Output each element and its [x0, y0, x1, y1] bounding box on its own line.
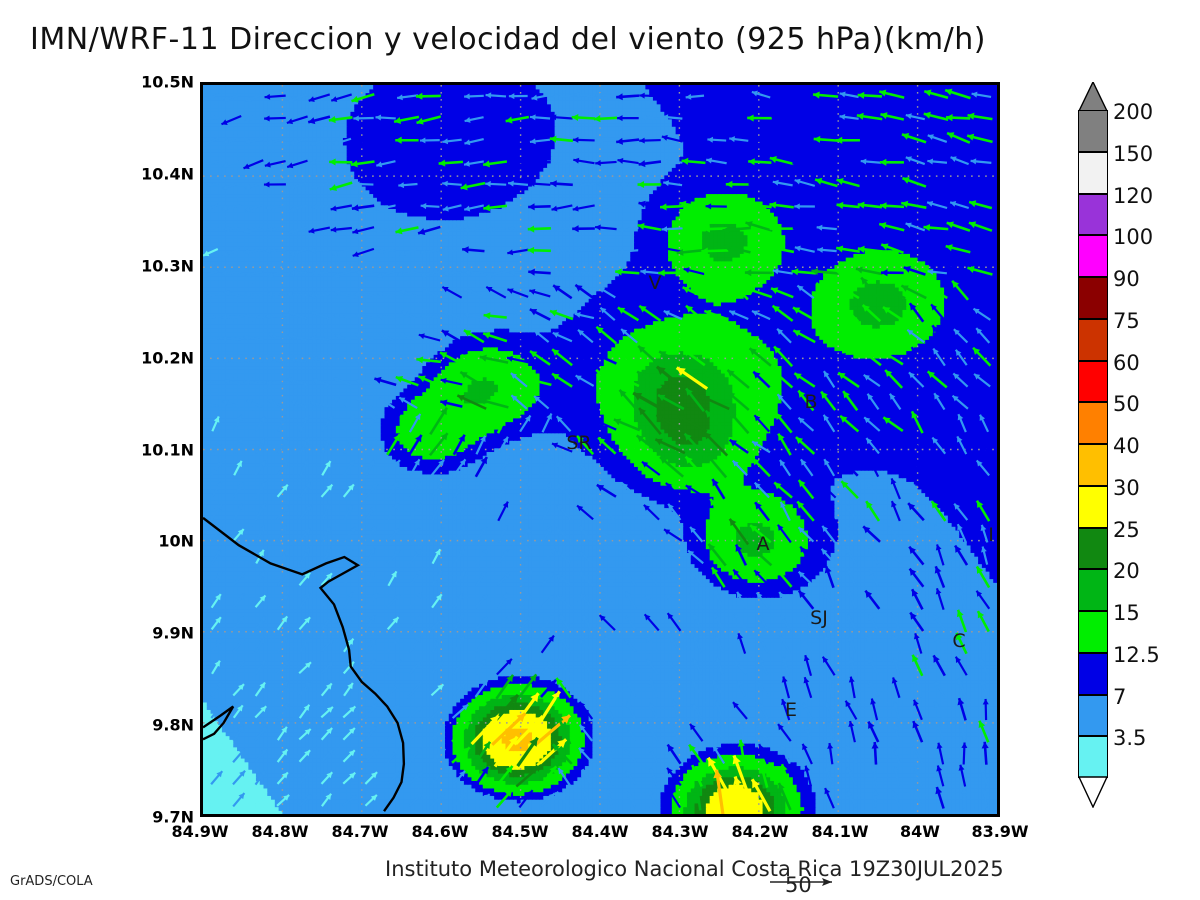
x-axis: 84.9W 84.8W 84.7W 84.6W 84.5W 84.4W 84.3W 84.2W…: [171, 822, 1028, 848]
colorbar-band: [1078, 694, 1108, 737]
y-tick-label: 10.1N: [141, 440, 194, 459]
colorbar-tick-label: 50: [1113, 392, 1140, 416]
colorbar-band: [1078, 611, 1108, 653]
x-tick-label: 84.3W: [651, 822, 708, 841]
colorbar-tick-label: 75: [1113, 309, 1140, 333]
y-tick-label: 10.5N: [141, 73, 194, 92]
y-tick-label: 9.9N: [152, 624, 194, 643]
colorbar-tick-label: 90: [1113, 267, 1140, 291]
colorbar-tick-label: 7: [1113, 685, 1126, 709]
coastline: [203, 516, 406, 812]
city-label-layer: V SR B A I SJ C E: [203, 85, 997, 814]
colorbar-band: [1078, 485, 1108, 528]
x-tick-label: 84.9W: [171, 822, 228, 841]
x-tick-label: 84.4W: [571, 822, 628, 841]
colorbar-band: [1078, 652, 1108, 695]
colorbar-band: [1078, 736, 1108, 778]
x-tick-label: 83.9W: [971, 822, 1028, 841]
city-label: C: [952, 630, 965, 652]
colorbar-band: [1078, 569, 1108, 611]
colorbar-tick-label: 60: [1113, 351, 1140, 375]
colorbar-band: [1078, 193, 1108, 236]
y-tick-label: 9.7N: [152, 808, 194, 827]
city-label: SR: [566, 432, 591, 454]
y-tick-label: 10.2N: [141, 348, 194, 367]
x-tick-label: 84W: [900, 822, 940, 841]
colorbar-band: [1078, 402, 1108, 444]
page-title: IMN/WRF-11 Direccion y velocidad del vie…: [30, 22, 1180, 64]
colorbar-band: [1078, 444, 1108, 486]
y-tick-label: 10.4N: [141, 164, 194, 183]
colorbar-band: [1078, 527, 1108, 570]
grads-attribution: GrADS/COLA: [10, 874, 93, 889]
colorbar-tick-label: 120: [1113, 184, 1153, 208]
institution-credit: Instituto Meteorologico Nacional Costa R…: [385, 857, 1004, 881]
city-label: E: [785, 699, 797, 721]
city-label: I: [988, 524, 994, 546]
colorbar-band: [1078, 360, 1108, 403]
colorbar-tick-label: 3.5: [1113, 726, 1146, 750]
wind-speed-contour-fill: [203, 85, 997, 814]
y-tick-label: 10.3N: [141, 256, 194, 275]
colorbar-tick-label: 15: [1113, 601, 1140, 625]
city-label: SJ: [810, 607, 828, 629]
x-tick-label: 84.1W: [811, 822, 868, 841]
y-tick-label: 10N: [158, 532, 194, 551]
colorbar-band: [1078, 235, 1108, 277]
colorbar-tick-label: 150: [1113, 142, 1153, 166]
reference-vector-label: 50: [785, 873, 812, 897]
colorbar-tick-label: 25: [1113, 518, 1140, 542]
colorbar-tick-label: 40: [1113, 434, 1140, 458]
city-label: B: [804, 391, 817, 413]
city-label: A: [757, 533, 770, 555]
colorbar-overflow-arrow: [1078, 82, 1108, 112]
x-tick-label: 84.2W: [731, 822, 788, 841]
colorbar-band: [1078, 318, 1108, 361]
x-tick-label: 84.7W: [331, 822, 388, 841]
y-axis: 10.5N 10.4N 10.3N 10.2N 10.1N 10N 9.9N 9.8N 9.7N: [60, 73, 194, 827]
reference-vector-icon: [770, 878, 832, 886]
colorbar-tick-label: 30: [1113, 476, 1140, 500]
map-plot-area[interactable]: V SR B A I SJ C E: [200, 82, 1000, 817]
colorbar-tick-label: 100: [1113, 225, 1153, 249]
colorbar-band: [1078, 110, 1108, 152]
colorbar-underflow-arrow: [1078, 776, 1108, 808]
city-label: V: [649, 272, 662, 294]
y-tick-label: 9.8N: [152, 716, 194, 735]
colorbar: [1078, 110, 1108, 778]
colorbar-tick-label: 20: [1113, 559, 1140, 583]
x-tick-label: 84.6W: [411, 822, 468, 841]
colorbar-band: [1078, 277, 1108, 319]
x-tick-label: 84.5W: [491, 822, 548, 841]
colorbar-tick-label: 12.5: [1113, 643, 1160, 667]
colorbar-tick-label: 200: [1113, 100, 1153, 124]
x-tick-label: 84.8W: [251, 822, 308, 841]
colorbar-band: [1078, 151, 1108, 194]
wind-vector-field: [203, 88, 993, 814]
